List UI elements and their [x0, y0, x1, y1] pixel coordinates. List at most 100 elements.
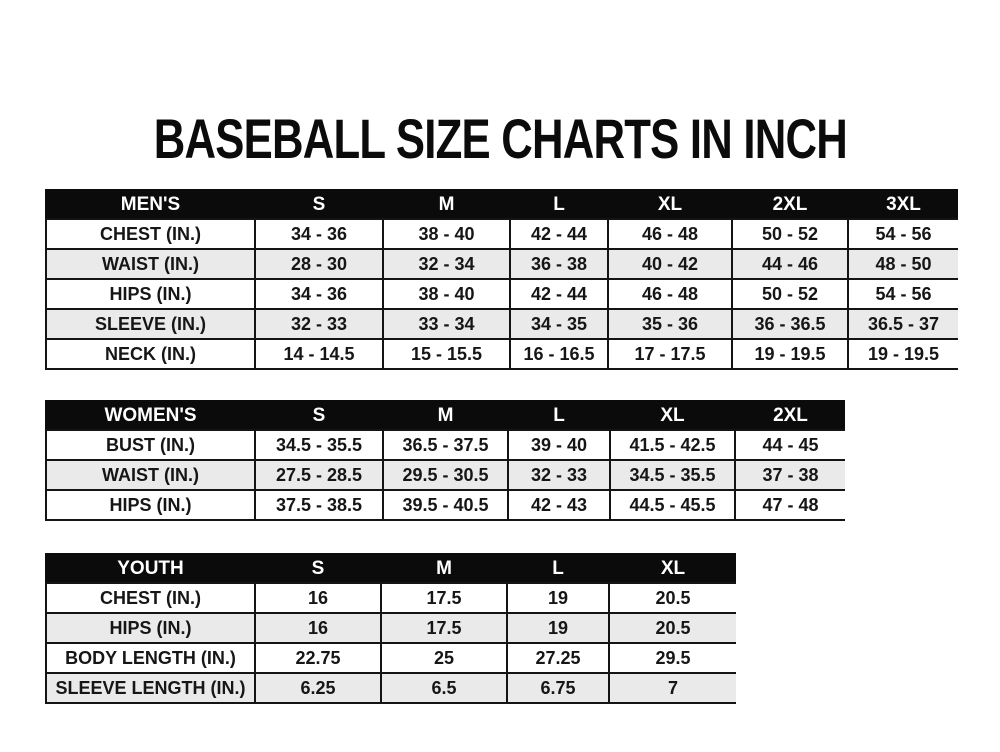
size-column-header: M	[382, 189, 511, 220]
size-value: 22.75	[254, 642, 382, 674]
mens-table-header: MEN'S S M L XL 2XL 3XL	[45, 189, 958, 220]
size-value: 34 - 36	[254, 278, 384, 310]
size-value: 37 - 38	[734, 459, 845, 491]
size-value: 46 - 48	[607, 278, 733, 310]
size-value: 37.5 - 38.5	[254, 489, 384, 521]
size-column-header: L	[507, 400, 611, 431]
size-value: 28 - 30	[254, 248, 384, 280]
page-title: BASEBALL SIZE CHARTS IN INCH	[0, 106, 1000, 171]
youth-table-header: YOUTH S M L XL	[45, 553, 736, 584]
size-value: 40 - 42	[607, 248, 733, 280]
size-column-header: M	[382, 400, 509, 431]
size-value: 16	[254, 582, 382, 614]
mens-table-body: CHEST (IN.) 34 - 36 38 - 40 42 - 44 46 - 48 5…	[45, 218, 958, 370]
measurement-label: SLEEVE (IN.)	[45, 308, 256, 340]
size-value: 39.5 - 40.5	[382, 489, 509, 521]
size-value: 42 - 43	[507, 489, 611, 521]
size-value: 35 - 36	[607, 308, 733, 340]
size-column-header: XL	[609, 400, 736, 431]
size-value: 46 - 48	[607, 218, 733, 250]
size-value: 15 - 15.5	[382, 338, 511, 370]
size-value: 54 - 56	[847, 218, 958, 250]
size-value: 29.5	[608, 642, 736, 674]
measurement-label: WAIST (IN.)	[45, 459, 256, 491]
size-value: 25	[380, 642, 508, 674]
measurement-label: CHEST (IN.)	[45, 582, 256, 614]
size-value: 19 - 19.5	[731, 338, 849, 370]
size-value: 36.5 - 37.5	[382, 429, 509, 461]
size-value: 16	[254, 612, 382, 644]
measurement-label: BUST (IN.)	[45, 429, 256, 461]
size-value: 17.5	[380, 612, 508, 644]
measurement-label: BODY LENGTH (IN.)	[45, 642, 256, 674]
size-value: 20.5	[608, 612, 736, 644]
size-column-header: 2XL	[731, 189, 849, 220]
size-value: 6.25	[254, 672, 382, 704]
size-value: 34.5 - 35.5	[254, 429, 384, 461]
mens-group-header: MEN'S	[45, 189, 256, 220]
table-row: SLEEVE LENGTH (IN.) 6.25 6.5 6.75 7	[45, 672, 736, 704]
measurement-label: SLEEVE LENGTH (IN.)	[45, 672, 256, 704]
size-column-header: L	[506, 553, 610, 584]
page-title-text: BASEBALL SIZE CHARTS IN INCH	[153, 106, 847, 170]
size-value: 50 - 52	[731, 218, 849, 250]
size-value: 32 - 34	[382, 248, 511, 280]
size-value: 16 - 16.5	[509, 338, 609, 370]
table-row: SLEEVE (IN.) 32 - 33 33 - 34 34 - 35 35 - 36…	[45, 308, 958, 340]
size-value: 32 - 33	[507, 459, 611, 491]
size-value: 27.25	[506, 642, 610, 674]
measurement-label: NECK (IN.)	[45, 338, 256, 370]
youth-header-row: YOUTH S M L XL	[45, 553, 736, 584]
size-value: 54 - 56	[847, 278, 958, 310]
size-value: 17 - 17.5	[607, 338, 733, 370]
size-value: 38 - 40	[382, 278, 511, 310]
size-value: 41.5 - 42.5	[609, 429, 736, 461]
womens-table-header: WOMEN'S S M L XL 2XL	[45, 400, 845, 431]
size-value: 20.5	[608, 582, 736, 614]
size-column-header: L	[509, 189, 609, 220]
table-row: HIPS (IN.) 37.5 - 38.5 39.5 - 40.5 42 - 43 4…	[45, 489, 845, 521]
size-value: 50 - 52	[731, 278, 849, 310]
table-row: NECK (IN.) 14 - 14.5 15 - 15.5 16 - 16.5 17 …	[45, 338, 958, 370]
measurement-label: HIPS (IN.)	[45, 489, 256, 521]
table-row: BUST (IN.) 34.5 - 35.5 36.5 - 37.5 39 - 40 4…	[45, 429, 845, 461]
size-value: 19	[506, 582, 610, 614]
size-value: 34 - 35	[509, 308, 609, 340]
measurement-label: HIPS (IN.)	[45, 612, 256, 644]
size-value: 33 - 34	[382, 308, 511, 340]
size-column-header: 2XL	[734, 400, 845, 431]
size-value: 47 - 48	[734, 489, 845, 521]
size-column-header: S	[254, 189, 384, 220]
size-value: 39 - 40	[507, 429, 611, 461]
table-row: HIPS (IN.) 34 - 36 38 - 40 42 - 44 46 - 48 50…	[45, 278, 958, 310]
size-value: 7	[608, 672, 736, 704]
table-row: CHEST (IN.) 34 - 36 38 - 40 42 - 44 46 - 48 5…	[45, 218, 958, 250]
measurement-label: CHEST (IN.)	[45, 218, 256, 250]
size-column-header: S	[254, 400, 384, 431]
measurement-label: WAIST (IN.)	[45, 248, 256, 280]
size-value: 19 - 19.5	[847, 338, 958, 370]
measurement-label: HIPS (IN.)	[45, 278, 256, 310]
size-value: 36.5 - 37	[847, 308, 958, 340]
mens-size-table: MEN'S S M L XL 2XL 3XL CHEST (IN.) 34 - 36 38 - …	[45, 189, 958, 370]
size-value: 6.75	[506, 672, 610, 704]
youth-table-body: CHEST (IN.) 16 17.5 19 20.5 HIPS (IN.) 16 17.5 1…	[45, 582, 736, 704]
size-column-header: 3XL	[847, 189, 958, 220]
size-column-header: XL	[608, 553, 736, 584]
size-column-header: M	[380, 553, 508, 584]
size-value: 38 - 40	[382, 218, 511, 250]
table-row: CHEST (IN.) 16 17.5 19 20.5	[45, 582, 736, 614]
size-column-header: S	[254, 553, 382, 584]
size-value: 36 - 38	[509, 248, 609, 280]
size-value: 36 - 36.5	[731, 308, 849, 340]
table-row: WAIST (IN.) 28 - 30 32 - 34 36 - 38 40 - 42 4…	[45, 248, 958, 280]
size-value: 44.5 - 45.5	[609, 489, 736, 521]
womens-table-body: BUST (IN.) 34.5 - 35.5 36.5 - 37.5 39 - 40 4…	[45, 429, 845, 521]
size-value: 34 - 36	[254, 218, 384, 250]
size-value: 34.5 - 35.5	[609, 459, 736, 491]
size-value: 44 - 46	[731, 248, 849, 280]
size-value: 48 - 50	[847, 248, 958, 280]
table-row: HIPS (IN.) 16 17.5 19 20.5	[45, 612, 736, 644]
table-row: BODY LENGTH (IN.) 22.75 25 27.25 29.5	[45, 642, 736, 674]
size-value: 27.5 - 28.5	[254, 459, 384, 491]
